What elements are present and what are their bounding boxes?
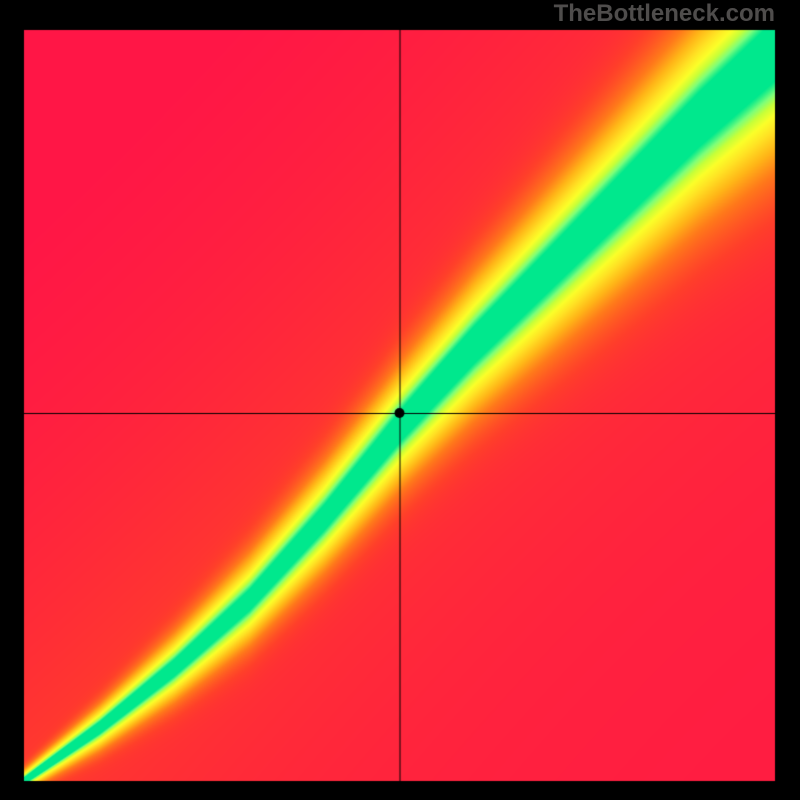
bottleneck-heatmap [0,0,800,800]
watermark-text: TheBottleneck.com [554,0,775,28]
